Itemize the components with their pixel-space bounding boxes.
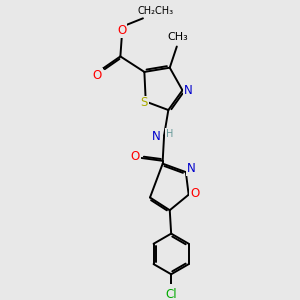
- Text: H: H: [166, 129, 173, 139]
- Text: O: O: [117, 24, 126, 37]
- Text: CH₂CH₃: CH₂CH₃: [138, 6, 174, 16]
- Text: O: O: [92, 69, 102, 82]
- Text: CH₃: CH₃: [168, 32, 189, 42]
- Text: S: S: [141, 97, 148, 110]
- Text: N: N: [187, 162, 195, 175]
- Text: N: N: [152, 130, 161, 143]
- Text: Cl: Cl: [165, 287, 177, 300]
- Text: O: O: [190, 187, 200, 200]
- Text: N: N: [184, 84, 193, 97]
- Text: O: O: [131, 150, 140, 163]
